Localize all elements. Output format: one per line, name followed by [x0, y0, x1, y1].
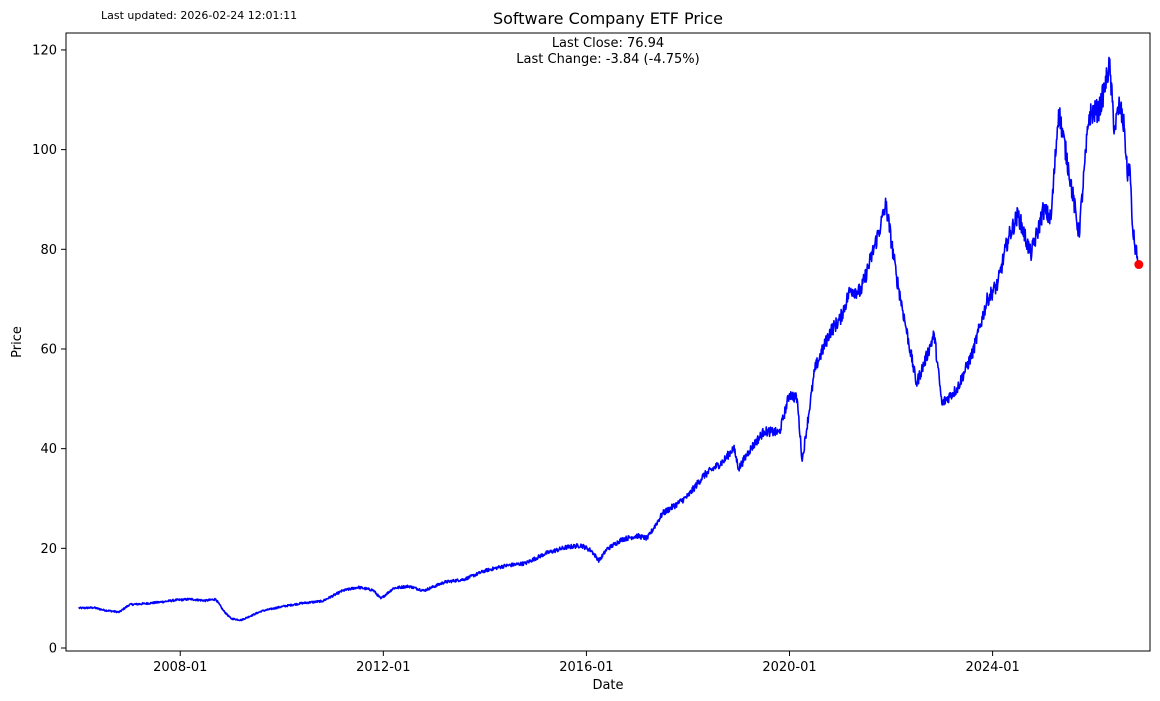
x-axis-label: Date: [592, 678, 623, 693]
x-tick-label: 2008-01: [153, 660, 207, 675]
y-tick-label: 80: [40, 243, 57, 258]
x-tick-label: 2020-01: [762, 660, 816, 675]
series-layer: [78, 56, 1144, 622]
x-tick-label: 2016-01: [559, 660, 613, 675]
last-updated-text: Last updated: 2026-02-24 12:01:11: [101, 9, 297, 22]
axes-layer: 0 20 40 60 80 100 120 2008-01 2012-01 2016-01 2020…: [32, 43, 1020, 675]
plot-frame: [65, 32, 1151, 652]
last-close-marker: [1134, 260, 1144, 270]
y-tick-label: 20: [40, 542, 57, 557]
x-tick-label: 2012-01: [356, 660, 410, 675]
y-tick-label: 100: [32, 143, 57, 158]
y-tick-label: 120: [32, 43, 57, 58]
y-tick-label: 0: [49, 642, 57, 657]
y-tick-label: 40: [40, 442, 57, 457]
y-tick-label: 60: [40, 342, 57, 357]
y-axis-label: Price: [10, 326, 25, 358]
price-series-line: [78, 56, 1140, 622]
last-change-annotation: Last Change: -3.84 (-4.75%): [516, 52, 699, 67]
x-tick-label: 2024-01: [965, 660, 1019, 675]
chart-title: Software Company ETF Price: [493, 9, 723, 28]
last-close-annotation: Last Close: 76.94: [552, 36, 664, 51]
